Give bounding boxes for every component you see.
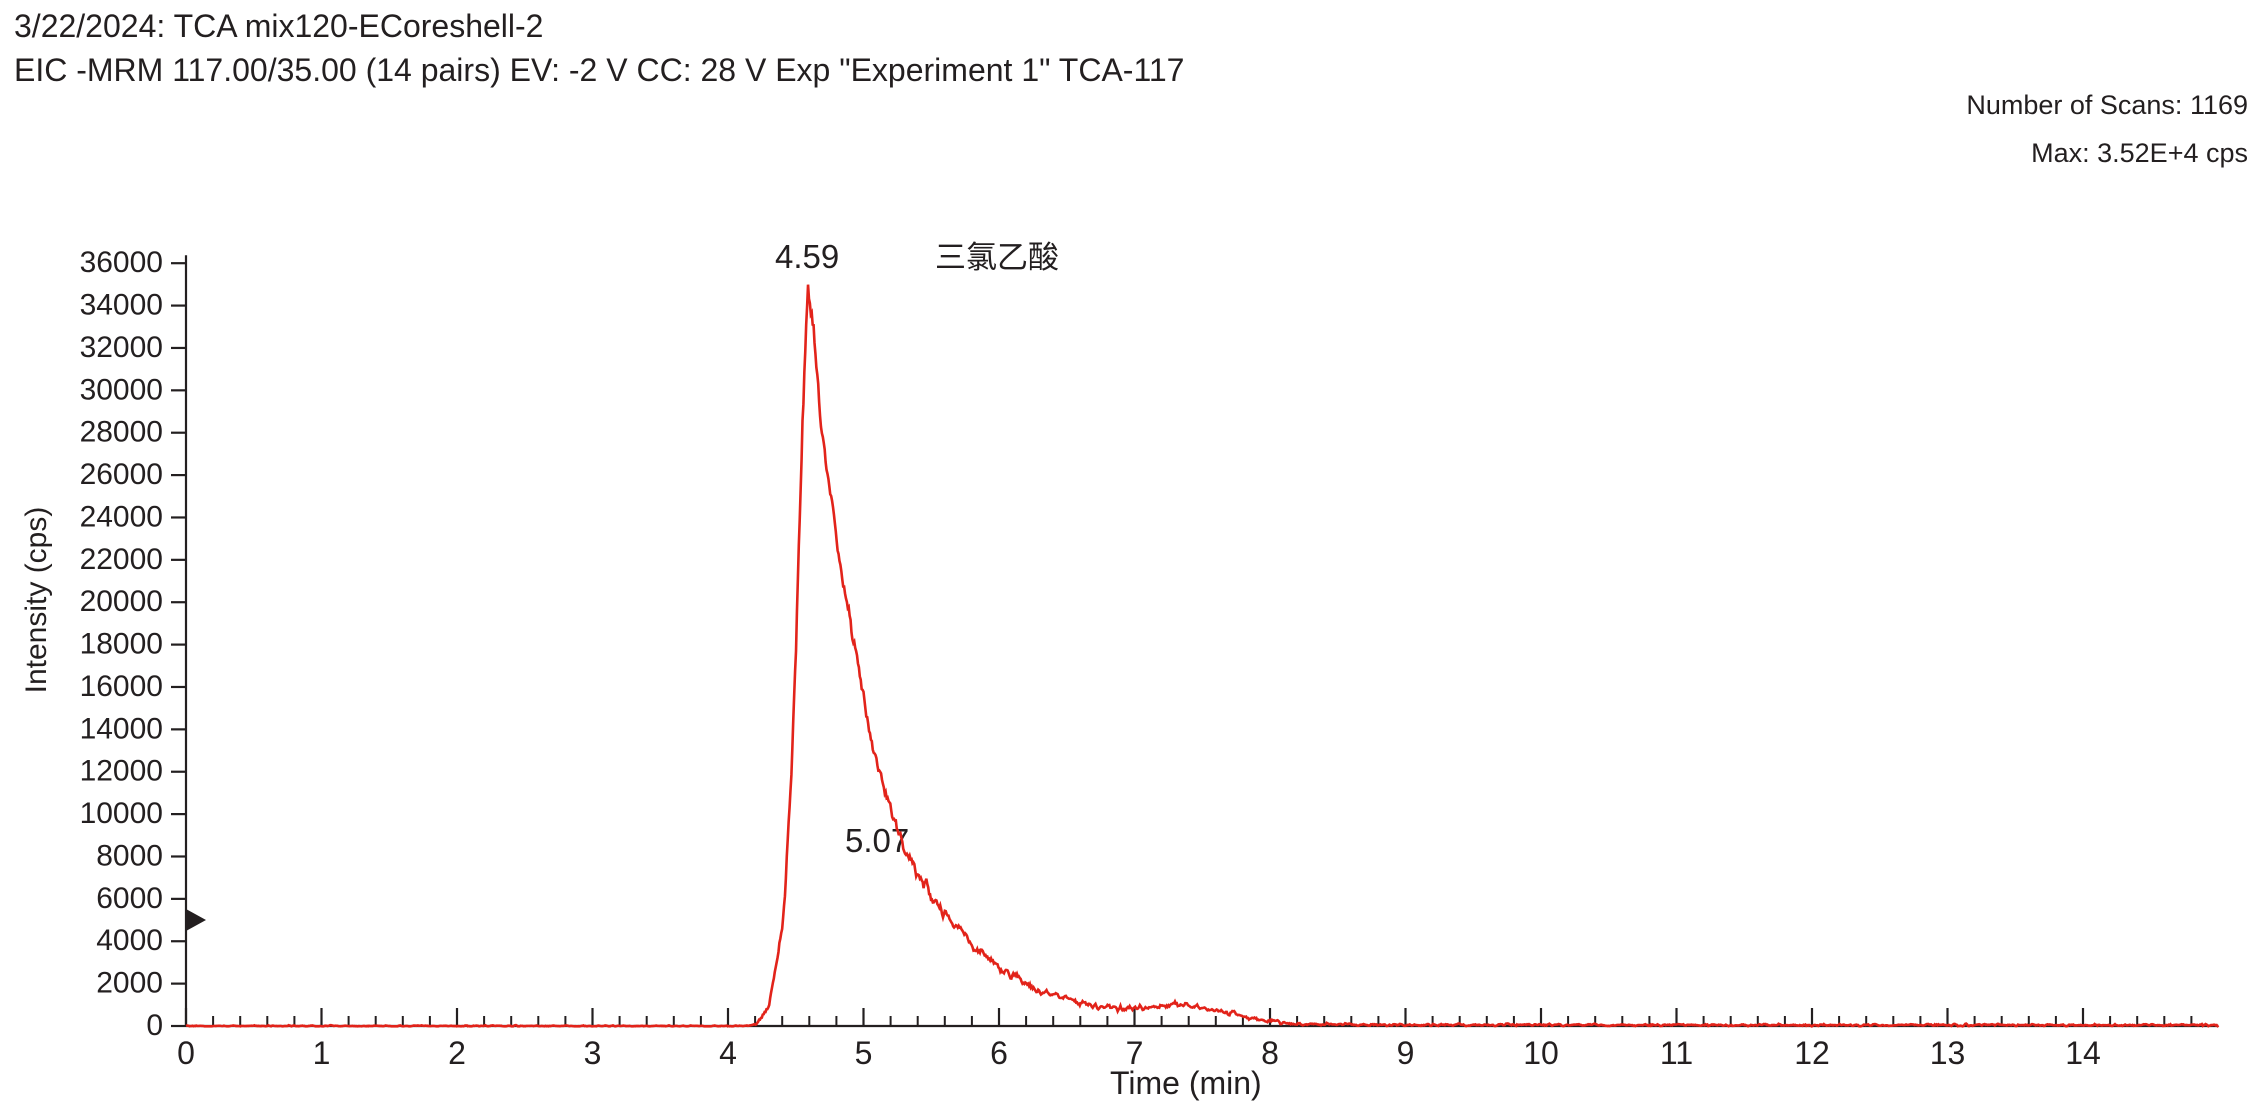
svg-text:5: 5 [855,1035,873,1071]
svg-text:18000: 18000 [80,628,163,661]
svg-text:16000: 16000 [80,670,163,703]
svg-text:14000: 14000 [80,712,163,745]
svg-text:20000: 20000 [80,585,163,618]
svg-text:0: 0 [177,1035,195,1071]
svg-text:1: 1 [313,1035,331,1071]
svg-text:3: 3 [584,1035,602,1071]
svg-text:2: 2 [448,1035,466,1071]
svg-text:30000: 30000 [80,373,163,406]
svg-text:4: 4 [719,1035,737,1071]
svg-text:32000: 32000 [80,331,163,364]
svg-text:8000: 8000 [96,839,163,872]
svg-text:14: 14 [2065,1035,2101,1071]
svg-text:6: 6 [990,1035,1008,1071]
svg-text:11: 11 [1660,1035,1693,1071]
svg-text:24000: 24000 [80,500,163,533]
svg-text:2000: 2000 [96,967,163,1000]
svg-text:12000: 12000 [80,755,163,788]
svg-text:4000: 4000 [96,924,163,957]
svg-text:10: 10 [1523,1035,1559,1071]
svg-text:0: 0 [146,1009,163,1042]
svg-text:26000: 26000 [80,458,163,491]
svg-text:13: 13 [1930,1035,1966,1071]
svg-text:6000: 6000 [96,882,163,915]
svg-text:10000: 10000 [80,797,163,830]
svg-text:36000: 36000 [80,246,163,279]
svg-text:34000: 34000 [80,289,163,322]
svg-text:12: 12 [1794,1035,1830,1071]
svg-text:9: 9 [1397,1035,1415,1071]
svg-text:28000: 28000 [80,416,163,449]
svg-text:7: 7 [1126,1035,1144,1071]
svg-text:8: 8 [1261,1035,1279,1071]
svg-text:22000: 22000 [80,543,163,576]
